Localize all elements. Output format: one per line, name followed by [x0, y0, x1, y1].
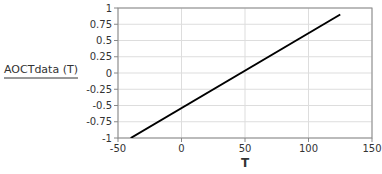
- x-tick: [372, 138, 373, 142]
- y-tick-label: 1: [106, 3, 112, 14]
- chart-svg: -50 0 50 100 150 -1 -0.75 -0.5 -0.25 0 0.25 0.5 0.75…: [0, 0, 382, 174]
- x-tick-label: -50: [110, 143, 126, 154]
- chart-container: -50 0 50 100 150 -1 -0.75 -0.5 -0.25 0 0.25 0.5 0.75…: [0, 0, 382, 174]
- x-tick-label: 150: [362, 143, 381, 154]
- y-tick-label: -0.75: [86, 116, 112, 127]
- x-axis-label: T: [241, 156, 250, 170]
- y-axis-label-underline: [4, 78, 78, 79]
- y-tick: [114, 73, 118, 74]
- y-tick: [114, 40, 118, 41]
- x-tick: [118, 138, 119, 142]
- series-line: [131, 15, 341, 139]
- y-tick: [114, 105, 118, 106]
- y-tick-label: -1: [102, 133, 112, 144]
- y-tick: [114, 89, 118, 90]
- y-axis-label: AOCTdata (T): [4, 63, 78, 76]
- y-tick-label: -0.25: [86, 84, 112, 95]
- y-tick: [114, 56, 118, 57]
- axes: -50 0 50 100 150 -1 -0.75 -0.5 -0.25 0 0.25 0.5 0.75…: [86, 3, 381, 155]
- y-tick: [114, 8, 118, 9]
- x-tick: [308, 138, 309, 142]
- x-tick-label: 0: [178, 143, 184, 154]
- plot-frame: [118, 8, 372, 138]
- y-grid-line: [118, 40, 372, 41]
- y-tick-label: 0.25: [90, 51, 112, 62]
- y-grid-line: [118, 56, 372, 57]
- grid: [118, 8, 372, 138]
- y-grid-line: [118, 105, 372, 106]
- y-tick-label: 0.75: [90, 19, 112, 30]
- y-tick-label: 0: [106, 68, 112, 79]
- y-tick-label: -0.5: [92, 100, 112, 111]
- y-tick: [114, 24, 118, 25]
- plot-area: [131, 15, 341, 139]
- x-tick: [181, 138, 182, 142]
- x-tick-label: 100: [299, 143, 318, 154]
- x-tick: [245, 138, 246, 142]
- x-tick-label: 50: [239, 143, 252, 154]
- y-grid-line: [118, 89, 372, 90]
- y-grid-line: [118, 24, 372, 25]
- y-grid-line: [118, 73, 372, 74]
- y-tick: [114, 138, 118, 139]
- y-tick: [114, 121, 118, 122]
- y-tick-label: 0.5: [96, 35, 112, 46]
